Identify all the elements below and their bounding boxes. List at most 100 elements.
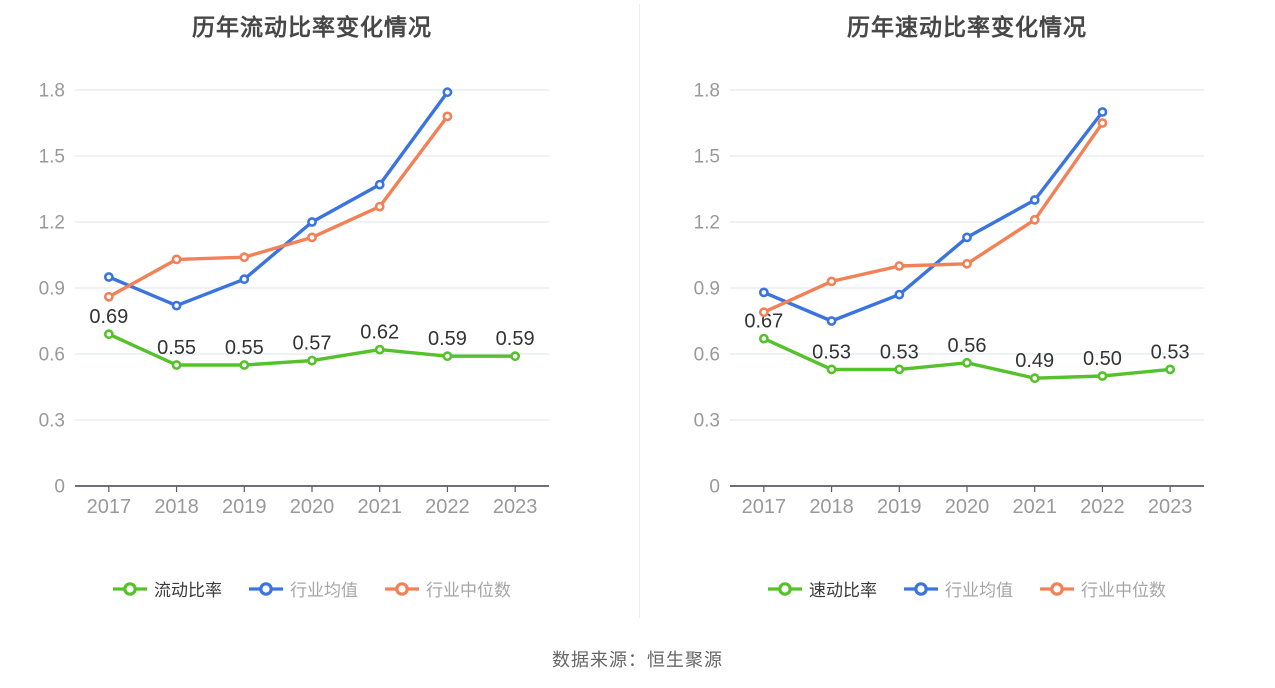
y-tick-label: 0.9 [694, 279, 720, 300]
chart-title: 历年速动比率变化情况 [847, 14, 1087, 40]
data-label: 0.59 [496, 328, 535, 350]
chart-legend: 速动比率 行业均值 行业中位数 [730, 576, 1204, 601]
data-label: 0.56 [948, 335, 987, 357]
x-tick-label: 2022 [425, 496, 470, 518]
data-point [171, 254, 182, 265]
data-point [103, 291, 114, 302]
y-tick-label: 0 [54, 477, 65, 498]
data-point [307, 355, 317, 366]
legend-ring [778, 581, 792, 596]
legend-ring [914, 581, 928, 596]
data-point [103, 272, 114, 282]
x-tick-label: 2018 [809, 496, 854, 518]
y-tick-label: 1.8 [694, 81, 720, 102]
data-point [758, 333, 769, 344]
data-point [510, 351, 521, 362]
series-line-行业中位数 [762, 121, 1105, 314]
data-label: 0.69 [89, 306, 128, 328]
data-label: 0.53 [812, 341, 851, 363]
data-point [1029, 373, 1040, 384]
legend-ring [123, 581, 137, 596]
data-point [1097, 371, 1108, 381]
legend-item-行业中位数[interactable]: 行业中位数 [385, 576, 511, 601]
y-tick-label: 0.9 [39, 279, 65, 300]
data-point [962, 258, 972, 269]
x-tick-label: 2017 [87, 496, 132, 518]
legend-marker-icon [768, 581, 802, 596]
data-point [1097, 107, 1108, 117]
legend-ring [395, 581, 409, 596]
chart-legend: 流动比率 行业均值 行业中位数 [75, 576, 549, 601]
legend-label: 行业均值 [945, 581, 1013, 600]
data-point [826, 316, 837, 326]
legend-ring [259, 581, 273, 596]
chart-title: 历年流动比率变化情况 [192, 14, 432, 40]
legend-item-速动比率[interactable]: 速动比率 [768, 576, 877, 601]
legend-marker-icon [385, 581, 419, 596]
data-point [1029, 195, 1040, 205]
data-point [171, 300, 182, 311]
data-point [1165, 364, 1176, 375]
x-tick-label: 2018 [154, 496, 199, 518]
data-point [758, 307, 769, 318]
legend-item-行业均值[interactable]: 行业均值 [249, 576, 358, 601]
data-point [442, 351, 453, 362]
data-label: 0.62 [360, 322, 399, 344]
data-point [1097, 118, 1108, 128]
x-tick-label: 2021 [1012, 496, 1057, 518]
data-label: 0.50 [1083, 348, 1122, 370]
data-point [894, 261, 905, 271]
data-label: 0.53 [1151, 341, 1190, 363]
data-point [374, 179, 385, 190]
series-line-行业中位数 [107, 114, 450, 299]
y-tick-label: 1.5 [39, 147, 65, 168]
quick-ratio-chart-panel: 历年速动比率变化情况 0 0.3 0.6 0.9 1.2 1.5 1.8 2017 2018 20… [640, 0, 1275, 625]
data-point [239, 360, 250, 370]
data-point [758, 287, 769, 298]
data-point [1029, 214, 1040, 225]
data-point [442, 87, 453, 98]
legend-label: 流动比率 [154, 581, 222, 600]
legend-label: 行业均值 [290, 581, 358, 600]
data-point [307, 217, 317, 227]
quick-ratio-line-chart: 0 0.3 0.6 0.9 1.2 1.5 1.8 2017 2018 2019 2020 2021 2… [694, 81, 1204, 518]
y-tick-label: 1.8 [39, 81, 65, 102]
y-tick-label: 0 [709, 477, 720, 498]
data-label: 0.55 [157, 337, 196, 359]
data-point [374, 344, 385, 355]
data-label: 0.53 [880, 341, 919, 363]
current-ratio-line-chart: 0 0.3 0.6 0.9 1.2 1.5 1.8 2017 2018 2019 2020 2021 2… [39, 81, 549, 518]
legend-marker-icon [113, 581, 147, 596]
data-point [894, 289, 905, 300]
legend-label: 速动比率 [809, 581, 877, 600]
data-point [307, 232, 317, 243]
data-point [894, 364, 905, 375]
data-point [962, 357, 972, 368]
x-tick-label: 2020 [290, 496, 335, 518]
legend-marker-icon [904, 581, 938, 596]
x-tick-label: 2021 [357, 496, 402, 518]
legend-marker-icon [1040, 581, 1074, 596]
data-point [442, 111, 453, 122]
data-label: 0.49 [1015, 350, 1054, 372]
series-line-行业均值 [107, 90, 450, 308]
x-tick-label: 2017 [742, 496, 787, 518]
y-tick-label: 0.3 [694, 411, 720, 432]
y-tick-label: 0.6 [39, 345, 65, 366]
data-point [103, 329, 114, 340]
current-ratio-chart-panel: 历年流动比率变化情况 0 0.3 0.6 0.9 1.2 1.5 1.8 2017 2018 20… [0, 0, 639, 625]
data-label: 0.67 [744, 311, 783, 333]
legend-item-行业均值[interactable]: 行业均值 [904, 576, 1013, 601]
y-tick-label: 0.3 [39, 411, 65, 432]
x-tick-label: 2023 [1148, 496, 1193, 518]
data-point [962, 232, 972, 243]
data-label: 0.57 [293, 333, 332, 355]
legend-item-流动比率[interactable]: 流动比率 [113, 576, 222, 601]
legend-item-行业中位数[interactable]: 行业中位数 [1040, 576, 1166, 601]
x-tick-label: 2019 [222, 496, 267, 518]
legend-label: 行业中位数 [426, 581, 511, 600]
panel-divider [639, 4, 640, 618]
data-point [374, 201, 385, 212]
legend-ring [1050, 581, 1064, 596]
